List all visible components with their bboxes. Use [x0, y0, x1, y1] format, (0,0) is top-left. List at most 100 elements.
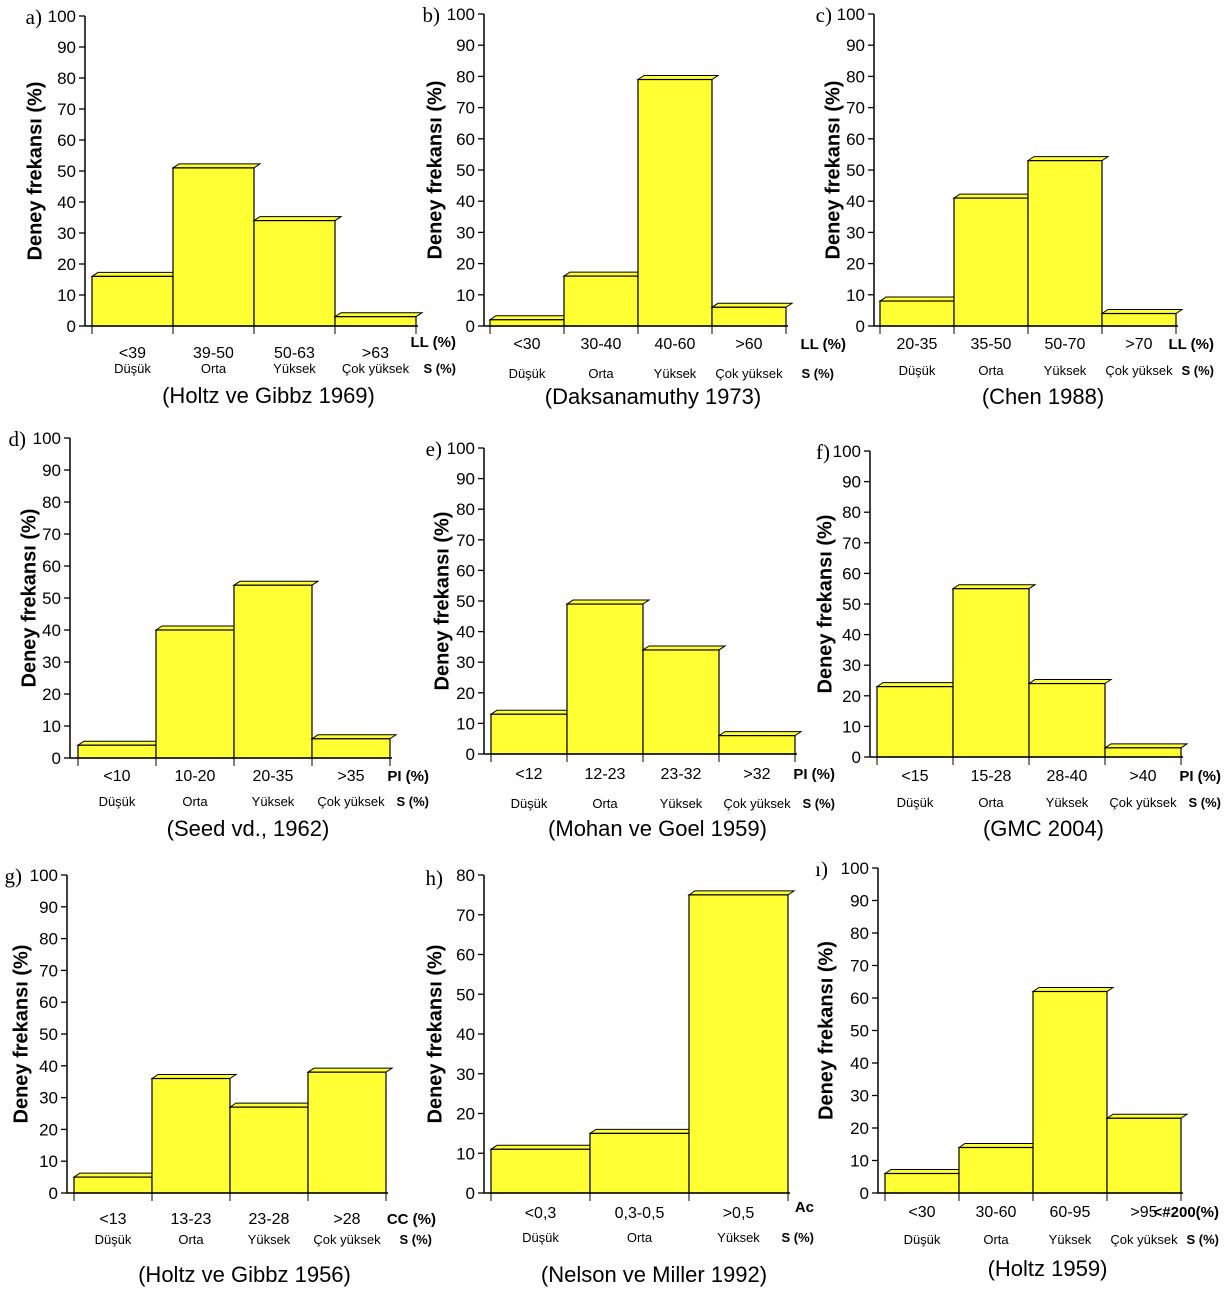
y-tick-label: 30 — [57, 224, 76, 243]
y-tick-label: 0 — [49, 1184, 58, 1203]
y-tick-label: 60 — [850, 989, 869, 1008]
class-label: Yüksek — [1046, 795, 1089, 810]
y-tick-label: 30 — [456, 1065, 475, 1084]
y-tick-label: 90 — [456, 470, 475, 489]
y-tick-label: 20 — [456, 684, 475, 703]
category-label: <13 — [99, 1211, 126, 1228]
y-tick-label: 10 — [42, 717, 61, 736]
category-label: >0,5 — [723, 1205, 755, 1222]
y-tick-label: 90 — [850, 892, 869, 911]
y-tick-label: 40 — [850, 1054, 869, 1073]
y-tick-label: 60 — [846, 130, 865, 149]
bar-front-face — [1027, 160, 1103, 327]
class-label: Çok yüksek — [715, 366, 783, 381]
bar-3 — [1026, 156, 1110, 327]
category-label: 50-63 — [274, 345, 315, 362]
bar-front-face — [490, 713, 568, 755]
class-label: Düşük — [522, 1230, 559, 1245]
x-axis-unit: PI (%) — [793, 766, 835, 783]
category-label: 20-35 — [897, 336, 938, 353]
category-label: 20-35 — [253, 768, 294, 785]
bar-4 — [333, 312, 424, 327]
y-tick-label: 80 — [456, 67, 475, 86]
bar-front-face — [637, 78, 713, 327]
category-label: >40 — [1129, 768, 1156, 785]
y-axis-label: Deney frekansı (%) — [822, 81, 844, 260]
category-label: >70 — [1125, 336, 1152, 353]
panel-letter: b) — [423, 3, 441, 27]
bar-4 — [1105, 1113, 1189, 1194]
bar-front-face — [952, 588, 1030, 758]
y-tick-label: 90 — [42, 461, 61, 480]
class-label: Yüksek — [660, 796, 703, 811]
bar-front-face — [151, 1077, 231, 1194]
class-unit: S (%) — [424, 361, 457, 376]
y-tick-label: 10 — [850, 1152, 869, 1171]
y-tick-label: 20 — [846, 255, 865, 274]
source-caption: (Daksanamuthy 1973) — [545, 384, 761, 409]
class-label: Düşük — [95, 1232, 132, 1247]
bar-front-face — [489, 319, 565, 327]
y-tick-label: 90 — [456, 36, 475, 55]
chart-panel-7: g) 0 10 20 30 40 50 60 70 80 90 100 Deney frekansı (… — [5, 864, 437, 1287]
y-tick-label: 10 — [57, 286, 76, 305]
bar-2 — [957, 1143, 1041, 1194]
category-label: 35-50 — [971, 336, 1012, 353]
y-tick-label: 20 — [57, 255, 76, 274]
y-tick-label: 10 — [842, 717, 861, 736]
y-tick-label: 10 — [846, 286, 865, 305]
y-tick-label: 50 — [842, 595, 861, 614]
bar-front-face — [1028, 682, 1106, 758]
bar-front-face — [642, 649, 720, 755]
y-tick-label: 40 — [846, 192, 865, 211]
y-tick-label: 70 — [456, 531, 475, 550]
source-caption: (Seed vd., 1962) — [167, 816, 330, 841]
class-label: Çok yüksek — [313, 1232, 381, 1247]
y-tick-label: 50 — [456, 592, 475, 611]
y-tick-label: 70 — [57, 100, 76, 119]
bar-front-face — [566, 603, 644, 755]
y-tick-label: 70 — [842, 534, 861, 553]
source-caption: (Mohan ve Goel 1959) — [548, 816, 767, 841]
bar-front-face — [490, 1148, 591, 1194]
bar-front-face — [229, 1106, 309, 1194]
panel-letter: f) — [816, 440, 830, 464]
source-caption: (Holtz 1959) — [988, 1256, 1108, 1281]
bar-4 — [306, 1067, 394, 1194]
bar-front-face — [233, 584, 313, 759]
bar-top-face — [252, 216, 343, 222]
class-label: Çok yüksek — [1109, 795, 1177, 810]
bar-front-face — [307, 1071, 387, 1194]
chart-panel-9: ı) 0 10 20 30 40 50 60 70 80 90 100 Deney frekansı (… — [815, 857, 1219, 1281]
class-label: Orta — [978, 363, 1004, 378]
bar-top-face — [878, 296, 962, 302]
y-tick-label: 30 — [846, 223, 865, 242]
y-tick-label: 0 — [52, 749, 61, 768]
category-label: <30 — [513, 336, 540, 353]
x-axis-unit: LL (%) — [800, 336, 846, 353]
bar-top-face — [1026, 156, 1110, 162]
bar-3 — [1027, 679, 1113, 758]
panel-letter: c) — [816, 3, 832, 27]
class-label: Düşük — [899, 363, 936, 378]
category-label: <30 — [908, 1204, 935, 1221]
bar-4 — [710, 302, 794, 327]
bar-front-face — [155, 629, 235, 759]
bar-front-face — [876, 686, 954, 758]
y-tick-label: 20 — [42, 685, 61, 704]
bar-4 — [1103, 743, 1189, 758]
y-tick-label: 30 — [850, 1087, 869, 1106]
y-tick-label: 40 — [42, 621, 61, 640]
bar-front-face — [334, 316, 417, 327]
y-tick-label: 80 — [456, 500, 475, 519]
bar-4 — [310, 734, 398, 759]
class-label: Yüksek — [252, 794, 295, 809]
y-tick-label: 100 — [447, 439, 475, 458]
y-tick-label: 0 — [856, 317, 865, 336]
y-tick-label: 100 — [48, 7, 76, 26]
category-label: 0,3-0,5 — [615, 1205, 665, 1222]
class-label: Düşük — [99, 794, 136, 809]
y-tick-label: 100 — [30, 866, 58, 885]
y-axis-label: Deney frekansı (%) — [424, 81, 446, 260]
